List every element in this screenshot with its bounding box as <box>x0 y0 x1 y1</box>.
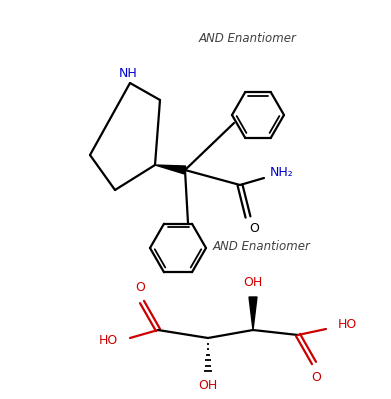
Text: NH: NH <box>118 67 137 80</box>
Text: HO: HO <box>338 318 357 332</box>
Text: OH: OH <box>198 379 218 392</box>
Text: O: O <box>249 222 259 235</box>
Text: OH: OH <box>243 276 263 289</box>
Text: AND Enantiomer: AND Enantiomer <box>199 32 297 45</box>
Text: AND Enantiomer: AND Enantiomer <box>213 240 311 253</box>
Polygon shape <box>155 165 186 174</box>
Text: O: O <box>135 281 145 294</box>
Polygon shape <box>249 297 257 330</box>
Text: NH₂: NH₂ <box>270 166 294 180</box>
Text: HO: HO <box>99 334 118 346</box>
Text: O: O <box>311 371 321 384</box>
